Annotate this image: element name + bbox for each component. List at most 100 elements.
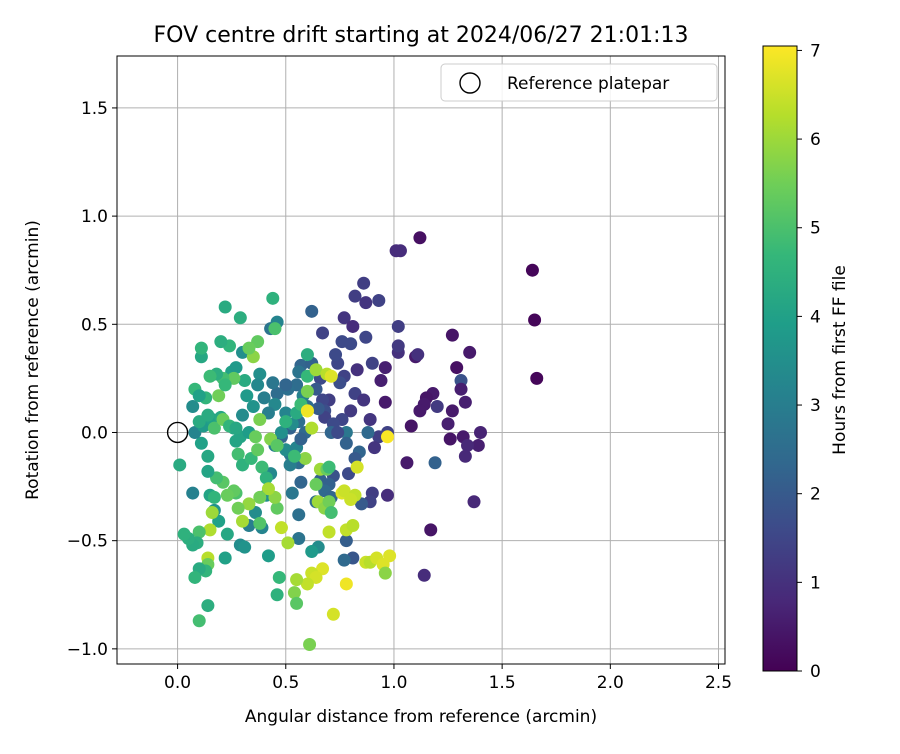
colorbar-tick-label: 1 <box>810 573 821 593</box>
y-tick-label: −1.0 <box>67 640 108 660</box>
data-point <box>380 488 394 502</box>
data-point <box>365 356 379 370</box>
data-point <box>305 421 319 435</box>
data-point <box>177 527 191 541</box>
data-point <box>294 432 308 446</box>
data-point <box>357 393 371 407</box>
data-point <box>441 417 455 431</box>
data-point <box>192 614 206 628</box>
data-point <box>201 464 215 478</box>
data-point <box>331 425 345 439</box>
data-point <box>253 516 267 530</box>
data-point <box>238 374 252 388</box>
data-point <box>348 289 362 303</box>
data-point <box>324 506 338 520</box>
data-point <box>188 570 202 584</box>
data-point <box>417 568 431 582</box>
data-point <box>268 322 282 336</box>
data-point <box>467 495 481 509</box>
data-point <box>346 519 360 533</box>
data-point <box>231 501 245 515</box>
data-point <box>372 293 386 307</box>
data-point <box>201 449 215 463</box>
data-point <box>292 532 306 546</box>
y-axis-ticks: −1.0 −0.5 0.0 0.5 1.0 1.5 <box>67 99 117 660</box>
colorbar-tick-label: 0 <box>810 662 821 682</box>
data-point <box>305 304 319 318</box>
data-point <box>261 482 275 496</box>
chart-title: FOV centre drift starting at 2024/06/27 … <box>154 23 689 48</box>
data-point <box>194 341 208 355</box>
data-point <box>316 326 330 340</box>
data-point <box>458 449 472 463</box>
data-point <box>229 421 243 435</box>
data-point <box>303 638 317 652</box>
data-point <box>218 300 232 314</box>
legend: Reference platepar <box>440 63 718 102</box>
data-point <box>242 497 256 511</box>
data-point <box>251 443 265 457</box>
reference-platepar-marker <box>166 421 189 444</box>
data-point <box>322 525 336 539</box>
data-point <box>248 430 262 444</box>
data-point <box>335 335 349 349</box>
data-point <box>339 534 353 548</box>
data-point <box>322 460 336 474</box>
colorbar-gradient <box>762 45 798 672</box>
y-tick-label: −0.5 <box>67 532 108 552</box>
data-point <box>242 341 256 355</box>
data-point <box>270 588 284 602</box>
data-point <box>361 425 375 439</box>
data-point <box>346 319 360 333</box>
data-point <box>261 549 275 563</box>
data-point <box>205 506 219 520</box>
data-point <box>374 374 388 388</box>
data-point <box>400 456 414 470</box>
data-point <box>218 378 232 392</box>
data-point <box>220 488 234 502</box>
data-point <box>311 402 325 416</box>
data-point <box>378 395 392 409</box>
data-point <box>525 263 539 277</box>
data-point <box>274 425 288 439</box>
data-point <box>246 400 260 414</box>
data-point <box>430 400 444 414</box>
data-point <box>471 438 485 452</box>
data-point <box>290 596 304 610</box>
data-point <box>235 408 249 422</box>
x-tick-label: 1.5 <box>489 673 516 693</box>
data-point <box>463 345 477 359</box>
data-point <box>391 339 405 353</box>
data-point <box>203 369 217 383</box>
x-axis-ticks: 0.0 0.5 1.0 1.5 2.0 2.5 <box>164 664 732 693</box>
data-point <box>378 566 392 580</box>
data-point <box>253 490 267 504</box>
data-point <box>253 413 267 427</box>
data-point <box>300 384 314 398</box>
data-point <box>337 311 351 325</box>
data-point <box>380 430 394 444</box>
data-point <box>300 404 314 418</box>
data-point <box>443 432 457 446</box>
y-tick-label: 0.0 <box>81 423 108 443</box>
x-tick-label: 2.5 <box>705 673 732 693</box>
data-point <box>207 421 221 435</box>
data-point <box>424 523 438 537</box>
data-point <box>201 408 215 422</box>
data-point <box>454 382 468 396</box>
data-point <box>300 577 314 591</box>
data-point <box>279 378 293 392</box>
data-point <box>350 460 364 474</box>
colorbar-tick-label: 3 <box>810 396 821 416</box>
data-point <box>235 514 249 528</box>
data-point <box>357 276 371 290</box>
data-point <box>290 573 304 587</box>
data-point <box>411 348 425 362</box>
legend-reference-marker <box>459 72 481 94</box>
data-point <box>229 361 243 375</box>
data-point <box>309 363 323 377</box>
y-tick-label: 1.0 <box>81 207 108 227</box>
data-point <box>329 348 343 362</box>
data-point <box>274 521 288 535</box>
